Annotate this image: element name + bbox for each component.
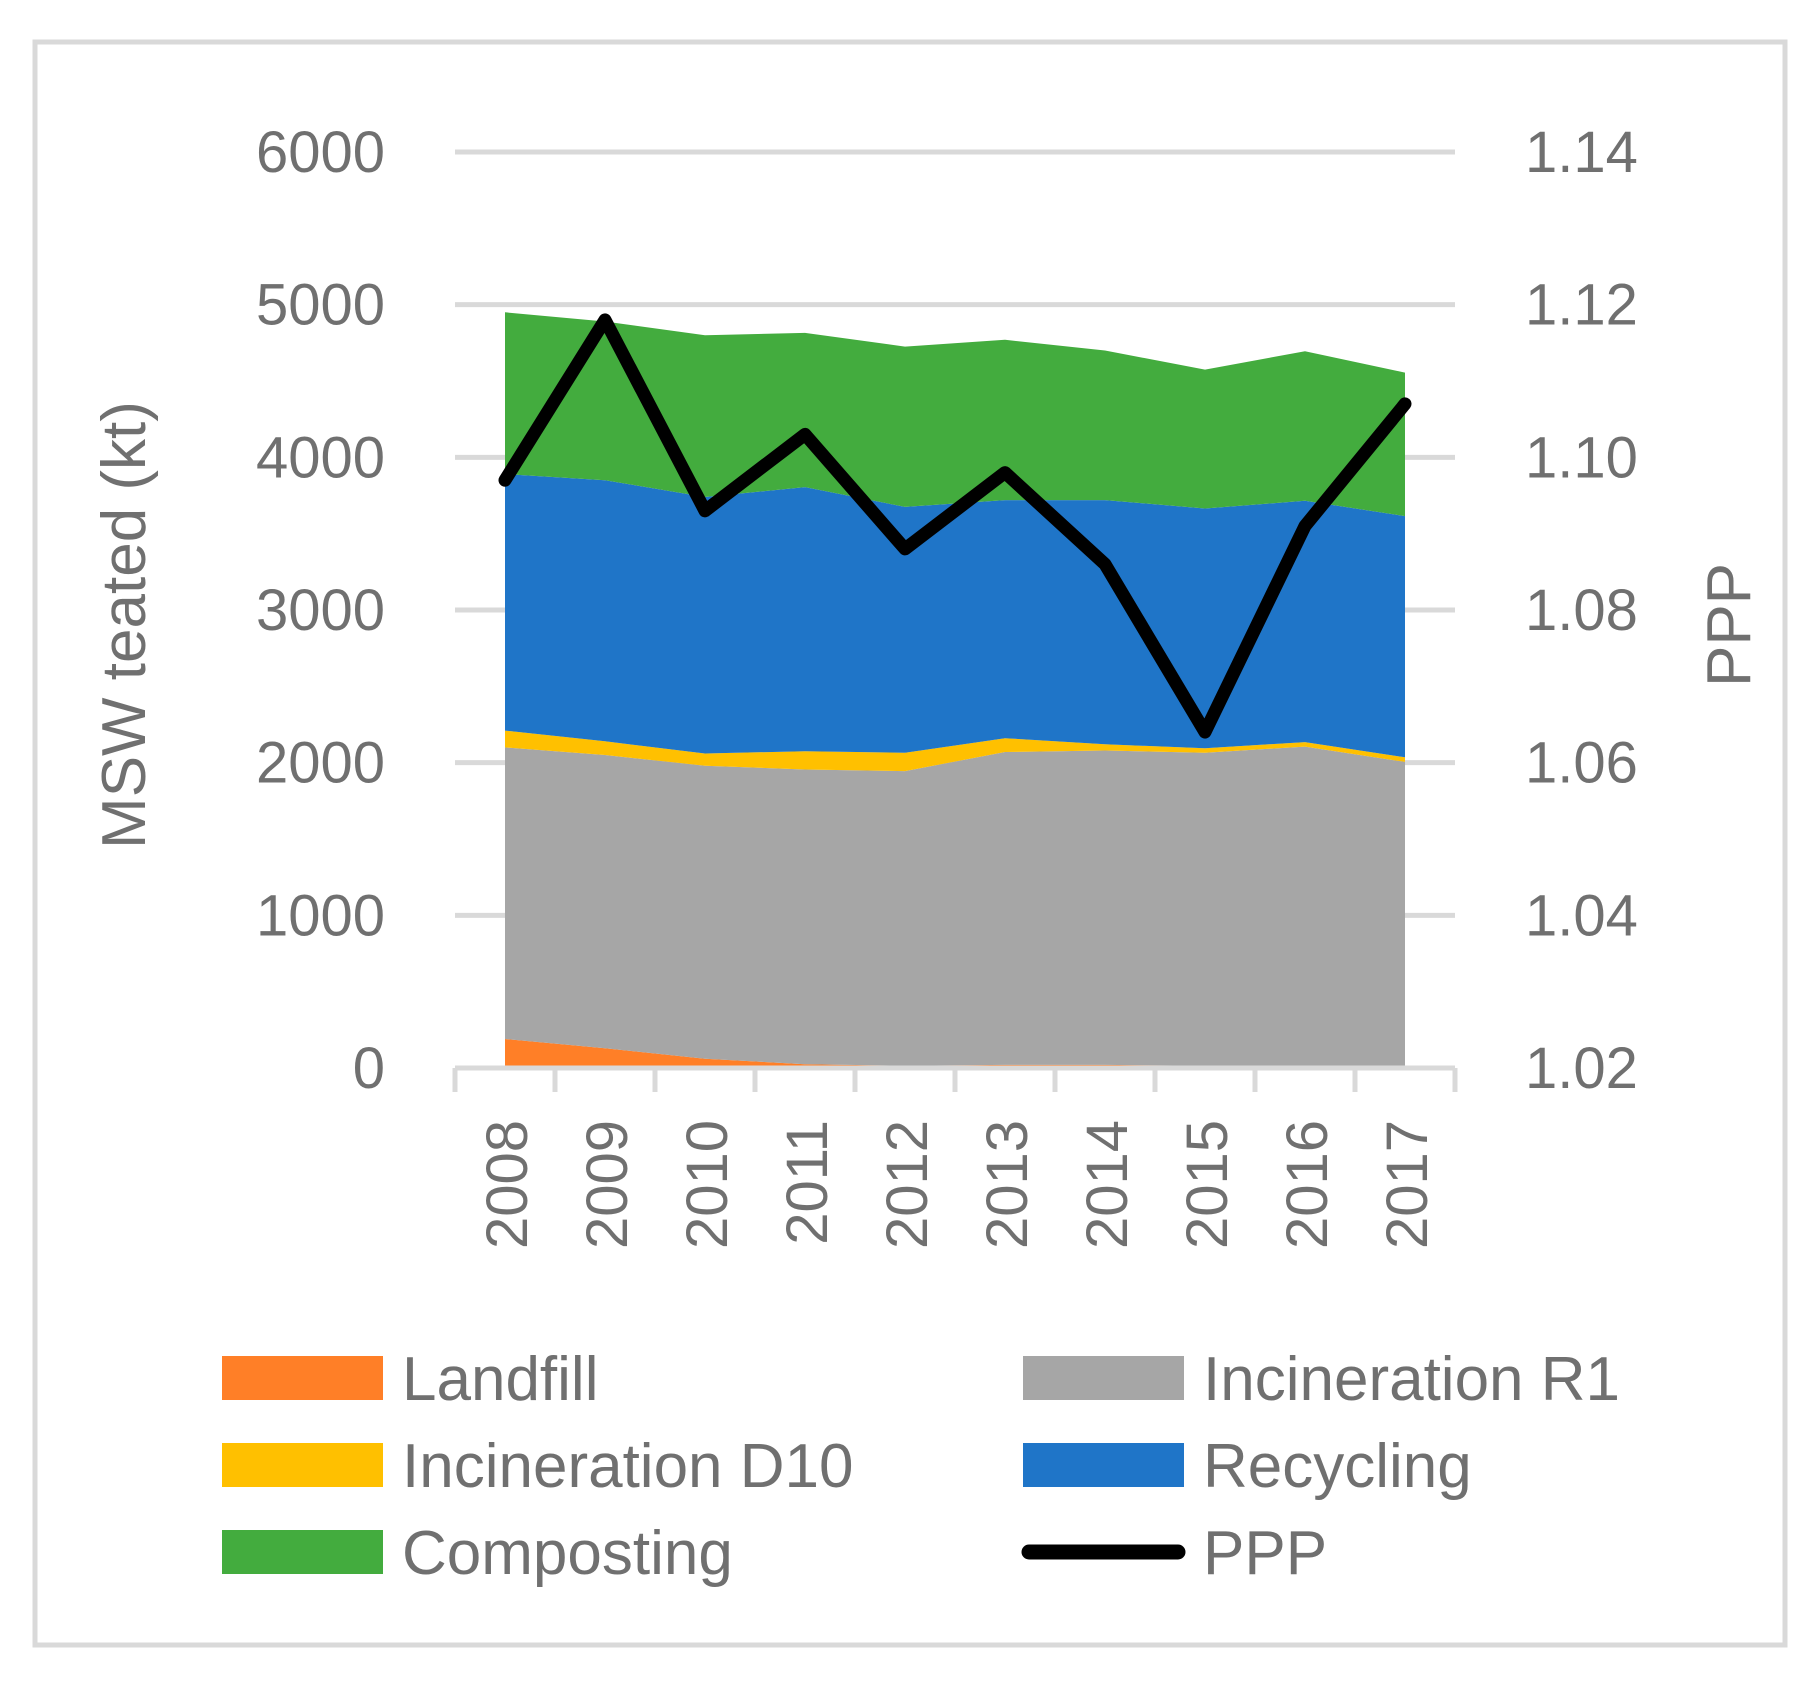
stacked-areas <box>505 312 1405 1068</box>
y-tick-label: 6000 <box>256 120 385 185</box>
legend-label-incineration-d10: Incineration D10 <box>402 1432 854 1501</box>
legend: Landfill Incineration R1 Incineration D10 R… <box>222 1345 1620 1588</box>
y-tick-label: 3000 <box>256 578 385 643</box>
area-incineration-r1 <box>505 746 1405 1066</box>
x-tick-label: 2014 <box>1075 1120 1140 1249</box>
legend-marker-incineration-r1 <box>1023 1356 1184 1400</box>
y-tick-label: 4000 <box>256 425 385 490</box>
legend-label-ppp: PPP <box>1203 1519 1327 1588</box>
x-tick-label: 2013 <box>975 1120 1040 1249</box>
y2-tick-label: 1.10 <box>1525 425 1638 490</box>
y2-tick-label: 1.12 <box>1525 273 1638 338</box>
y2-axis-title: PPP <box>1695 563 1764 687</box>
x-axis-ticks: 2008 2009 2010 2011 2012 2013 2014 2015 2016 2017 <box>475 1120 1440 1249</box>
x-tick-label: 2009 <box>575 1120 640 1249</box>
x-axis <box>452 1065 1458 1092</box>
x-tick-label: 2008 <box>475 1120 540 1249</box>
y-tick-label: 5000 <box>256 273 385 338</box>
x-tick-label: 2010 <box>675 1120 740 1249</box>
x-tick-label: 2016 <box>1275 1120 1340 1249</box>
legend-label-landfill: Landfill <box>402 1345 598 1414</box>
legend-label-composting: Composting <box>402 1519 733 1588</box>
y-tick-label: 1000 <box>256 883 385 948</box>
legend-marker-composting <box>222 1530 383 1574</box>
legend-label-incineration-r1: Incineration R1 <box>1203 1345 1620 1414</box>
ppp-line <box>498 313 1412 739</box>
x-tick-label: 2017 <box>1375 1120 1440 1249</box>
area-composting <box>505 312 1405 517</box>
right-axis-ticks: 1.02 1.04 1.06 1.08 1.10 1.12 1.14 <box>1525 120 1638 1101</box>
y2-tick-label: 1.06 <box>1525 731 1638 796</box>
left-axis-ticks: 0 1000 2000 3000 4000 5000 6000 <box>256 120 385 1101</box>
y-tick-label: 2000 <box>256 731 385 796</box>
legend-marker-recycling <box>1023 1443 1184 1487</box>
ppp-line-layer <box>498 313 1412 739</box>
y2-tick-label: 1.08 <box>1525 578 1638 643</box>
x-tick-label: 2011 <box>775 1120 840 1245</box>
legend-label-recycling: Recycling <box>1203 1432 1472 1501</box>
legend-marker-landfill <box>222 1356 383 1400</box>
y2-tick-label: 1.14 <box>1525 120 1638 185</box>
area-landfill <box>505 1039 1405 1068</box>
x-tick-label: 2012 <box>875 1120 940 1249</box>
legend-marker-incineration-d10 <box>222 1443 383 1487</box>
y-tick-label: 0 <box>353 1036 385 1101</box>
y-axis-title: MSW teated (kt) <box>90 401 159 849</box>
area-incineration-d10 <box>505 730 1405 772</box>
x-tick-label: 2015 <box>1175 1120 1240 1249</box>
y2-tick-label: 1.02 <box>1525 1036 1638 1101</box>
y2-tick-label: 1.04 <box>1525 883 1638 948</box>
